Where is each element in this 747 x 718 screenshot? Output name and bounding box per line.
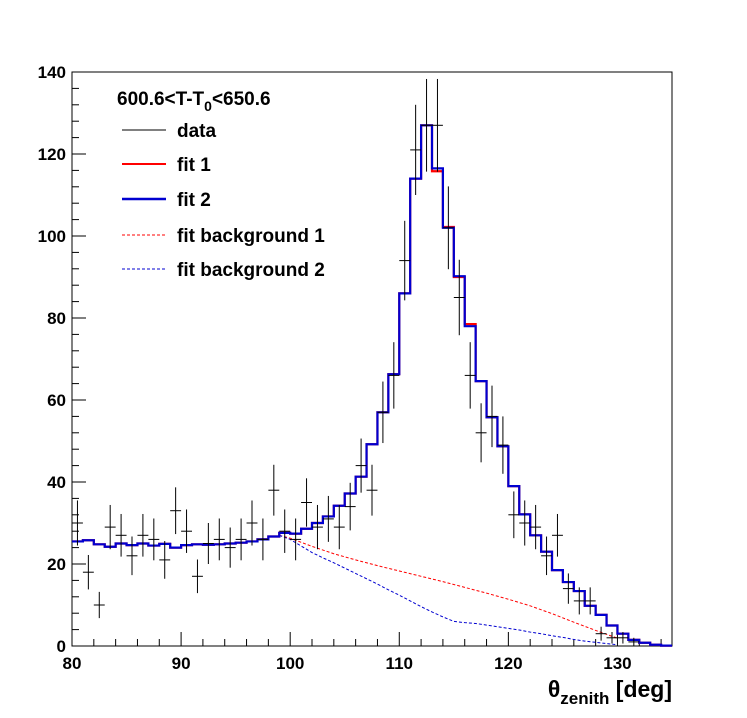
data-point: [617, 632, 629, 644]
x-tick-label: 90: [172, 654, 191, 673]
legend-label-fit1: fit 1: [177, 155, 211, 176]
data-point: [137, 513, 149, 557]
data-point: [246, 500, 258, 546]
y-tick-label: 20: [47, 555, 66, 574]
background-1-line: [279, 534, 618, 639]
data-point: [508, 491, 520, 539]
data-point: [519, 500, 531, 546]
x-axis: 80 90 100 110 120 130: [63, 632, 662, 673]
data-point: [322, 495, 334, 542]
data-point: [93, 591, 105, 619]
data-point: [72, 500, 83, 546]
legend-label-bg2: fit background 2: [177, 260, 325, 281]
data-point: [399, 220, 411, 301]
data-point: [213, 518, 225, 561]
data-point: [82, 554, 94, 590]
legend-label-fit2: fit 2: [177, 190, 211, 211]
data-point: [541, 536, 552, 576]
data-point: [388, 342, 400, 409]
data-point: [344, 482, 356, 531]
data-point: [442, 186, 454, 270]
data-point: [301, 478, 312, 527]
data-point: [148, 518, 160, 561]
data-point: [552, 513, 563, 557]
x-tick-label: 130: [603, 654, 631, 673]
data-point: [279, 509, 291, 553]
data-point: [170, 487, 182, 535]
data-point: [355, 438, 367, 493]
data-point: [377, 381, 389, 444]
x-tick-label: 120: [494, 654, 522, 673]
data-point: [421, 78, 432, 172]
data-point: [584, 587, 596, 615]
x-tick-label: 110: [386, 654, 413, 673]
data-point: [595, 626, 607, 641]
data-point: [432, 78, 443, 172]
data-point: [573, 587, 585, 615]
data-point: [333, 504, 345, 550]
data-point: [126, 536, 138, 576]
background-2-line: [279, 534, 618, 646]
data-point: [257, 518, 269, 561]
y-tick-label: 80: [47, 309, 66, 328]
data-point: [530, 504, 542, 550]
data-point: [202, 523, 214, 564]
data-point: [366, 464, 378, 516]
data-point: [486, 385, 498, 448]
y-tick-label: 40: [47, 473, 66, 492]
y-tick-label: 120: [38, 145, 66, 164]
data-point: [312, 504, 323, 550]
data-point: [628, 637, 640, 646]
data-point: [497, 416, 509, 474]
data-point: [290, 518, 302, 561]
y-tick-label: 0: [57, 637, 66, 656]
fit-2-histogram: [72, 124, 672, 647]
fit-1-histogram: [72, 124, 672, 647]
data-point: [475, 403, 487, 463]
data-point: [453, 259, 465, 336]
y-axis: 0 20 40 60 80 100 120 140: [38, 63, 86, 656]
y-tick-label: 140: [38, 63, 66, 82]
data-point: [181, 509, 192, 553]
data-point: [464, 342, 476, 409]
data-point: [268, 464, 280, 516]
legend-label-bg1: fit background 1: [177, 226, 325, 247]
legend-label-data: data: [177, 121, 217, 142]
legend-title: 600.6<T-T0<650.6: [117, 89, 271, 114]
data-point: [410, 104, 422, 195]
data-point: [224, 527, 236, 568]
plot-frame: [71, 71, 673, 647]
plot-marks: [72, 78, 672, 647]
data-point: [562, 573, 574, 604]
data-point: [235, 518, 247, 561]
legend: 600.6<T-T0<650.6 data fit 1 fit 2 fit ba…: [117, 89, 325, 281]
data-point: [606, 632, 618, 644]
data-point: [159, 541, 171, 579]
x-tick-label: 80: [63, 654, 82, 673]
data-point: [115, 513, 127, 557]
y-tick-label: 100: [38, 227, 66, 246]
data-point: [192, 559, 203, 594]
y-tick-label: 60: [47, 391, 66, 410]
x-axis-title: θzenith [deg]: [548, 676, 672, 708]
data-point: [104, 504, 116, 550]
x-tick-label: 100: [276, 654, 304, 673]
